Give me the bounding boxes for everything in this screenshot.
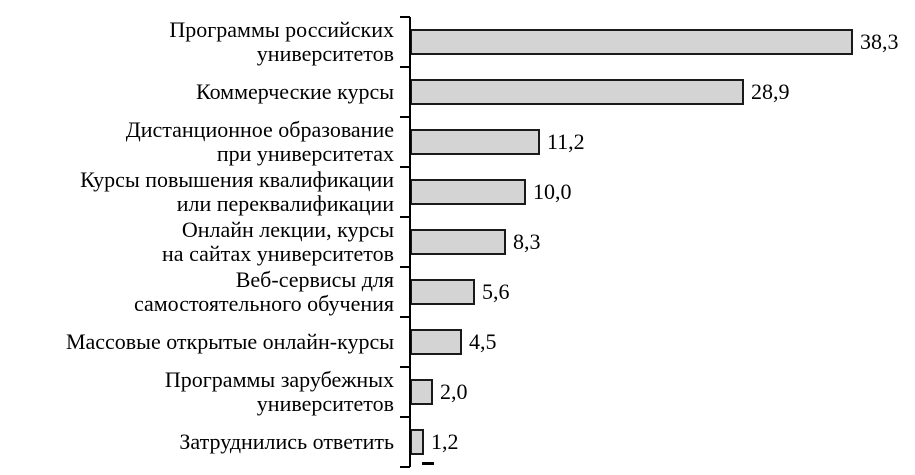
value-label: 5,6 [482, 279, 510, 304]
value-label: 38,3 [860, 29, 899, 54]
bar-area: 11,2 [404, 129, 915, 155]
axis-tick [400, 116, 410, 118]
category-label: Онлайн лекции, курсы на сайтах университ… [162, 217, 394, 266]
bar [410, 79, 744, 105]
category-label: Массовые открытые онлайн-курсы [65, 329, 394, 354]
bar-area: 5,6 [404, 279, 915, 305]
chart-row: Массовые открытые онлайн-курсы 4,5 [0, 317, 915, 367]
bar-area: 2,0 [404, 379, 915, 405]
chart-row: Курсы повышения квалификации или переква… [0, 167, 915, 217]
value-label: 8,3 [513, 229, 541, 254]
bar-area: 4,5 [404, 329, 915, 355]
bar [410, 429, 424, 455]
value-label: 2,0 [440, 379, 468, 404]
chart-row: Дистанционное образование при университе… [0, 117, 915, 167]
bar [410, 279, 475, 305]
chart-row: Веб-сервисы для самостоятельного обучени… [0, 267, 915, 317]
category-label: Программы российских университетов [169, 17, 394, 66]
chart-row: Коммерческие курсы 28,9 [0, 67, 915, 117]
bar [410, 129, 540, 155]
category-label: Коммерческие курсы [195, 79, 394, 104]
axis-tick [400, 216, 410, 218]
chart-rows: Программы российских университетов 38,3 … [0, 17, 915, 467]
bar [410, 179, 526, 205]
bar-area: 8,3 [404, 229, 915, 255]
chart-row: Затруднились ответить 1,2 [0, 417, 915, 467]
axis-tick [400, 316, 410, 318]
axis-tick [400, 466, 410, 468]
axis-tick [400, 166, 410, 168]
category-label: Программы зарубежных университетов [164, 367, 394, 416]
chart-row: Онлайн лекции, курсы на сайтах университ… [0, 217, 915, 267]
category-label: Затруднились ответить [179, 429, 394, 454]
y-axis-line [409, 17, 411, 467]
axis-tick [400, 366, 410, 368]
value-label: 28,9 [751, 79, 790, 104]
axis-tick [400, 66, 410, 68]
axis-tick [400, 266, 410, 268]
bar-area: 10,0 [404, 179, 915, 205]
chart-row: Программы российских университетов 38,3 [0, 17, 915, 67]
bar [410, 229, 506, 255]
bar [410, 29, 853, 55]
bar-area: 38,3 [404, 29, 915, 55]
axis-artifact-dash [422, 462, 434, 465]
bar [410, 379, 433, 405]
value-label: 4,5 [469, 329, 497, 354]
bar [410, 329, 462, 355]
axis-tick [400, 416, 410, 418]
value-label: 1,2 [431, 429, 459, 454]
axis-tick [400, 16, 410, 18]
bar-area: 1,2 [404, 429, 915, 455]
value-label: 11,2 [547, 129, 585, 154]
category-label: Веб-сервисы для самостоятельного обучени… [133, 267, 394, 316]
bar-area: 28,9 [404, 79, 915, 105]
category-label: Дистанционное образование при университе… [125, 117, 394, 166]
chart-row: Программы зарубежных университетов 2,0 [0, 367, 915, 417]
value-label: 10,0 [533, 179, 572, 204]
category-label: Курсы повышения квалификации или переква… [80, 167, 394, 216]
